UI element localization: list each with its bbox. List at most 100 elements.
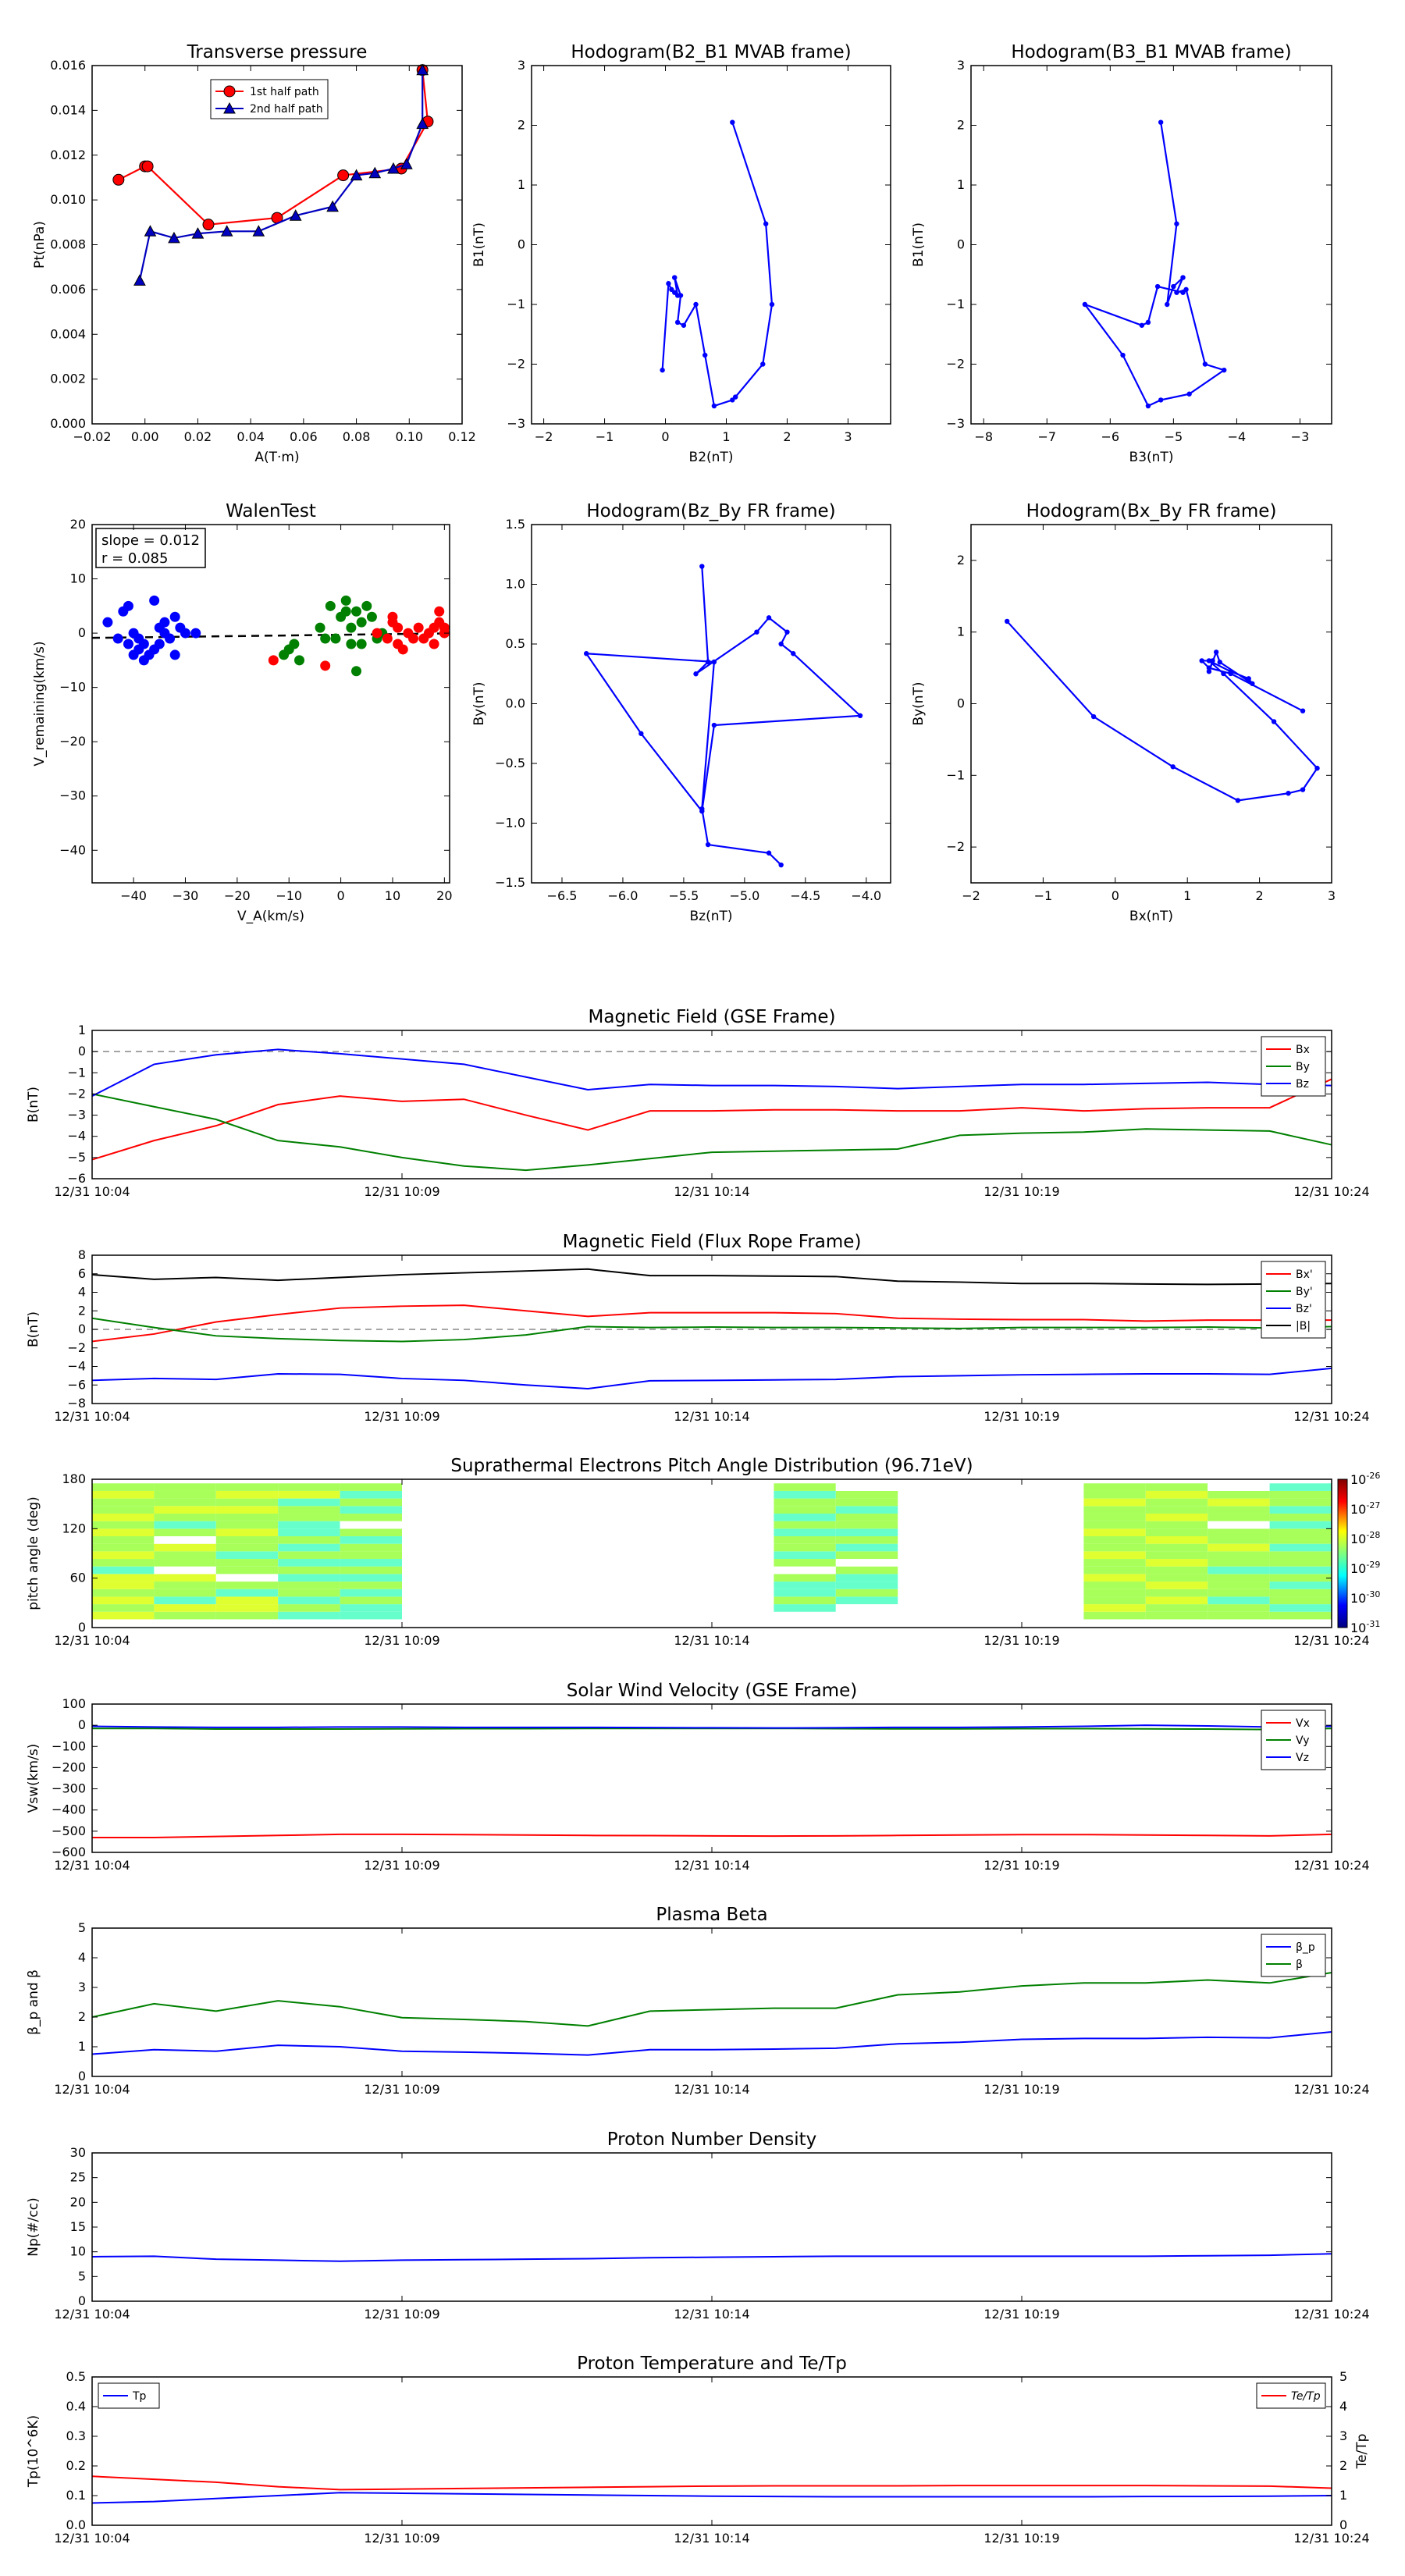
heatmap-cell	[1145, 1574, 1208, 1582]
heatmap-cell	[1208, 1559, 1270, 1567]
heatmap-cell	[1145, 1536, 1208, 1544]
series-line-|B|	[91, 1268, 1332, 1286]
y-tick-label: 1	[78, 1023, 86, 1037]
legend: Bx' By' Bz' |B|	[1261, 1261, 1326, 1339]
scatter-point-late	[393, 622, 404, 633]
legend: β_p β	[1261, 1934, 1326, 1977]
x-tick-label: 12/31 10:19	[984, 1633, 1059, 1648]
x-axis-label: B3(nT)	[1129, 450, 1174, 465]
legend-label: |B|	[1296, 1320, 1311, 1332]
heatmap-cell	[154, 1521, 216, 1529]
x-tick-label: 3	[844, 429, 852, 444]
heatmap-cell	[154, 1483, 216, 1491]
x-tick-label: 12/31 10:09	[364, 2531, 439, 2546]
heatmap-cell	[92, 1490, 155, 1499]
heatmap-cell	[835, 1490, 898, 1499]
y-tick-label: 0.1	[66, 2488, 86, 2503]
data-point	[711, 403, 717, 409]
heatmap-cell	[835, 1589, 898, 1597]
y-tick-label: −6	[67, 1377, 86, 1392]
heatmap-cell	[774, 1604, 836, 1612]
data-point	[416, 63, 429, 76]
x-tick-label: 3	[1328, 888, 1336, 903]
y-axis-label: B1(nT)	[911, 222, 927, 267]
chart-title: Proton Number Density	[607, 2129, 817, 2150]
y-tick-label: 60	[70, 1571, 86, 1585]
data-point	[1202, 361, 1208, 367]
heatmap-cell	[278, 1498, 340, 1507]
x-tick-label: −2	[535, 429, 553, 444]
y-tick-label: −8	[67, 1396, 86, 1411]
colorbar-exponent: -30	[1366, 1589, 1380, 1599]
heatmap-cell	[1145, 1611, 1208, 1620]
heatmap-cell	[215, 1498, 279, 1507]
scatter-point-middle	[356, 617, 367, 628]
heatmap-cell	[774, 1490, 836, 1499]
x-tick-label: −10	[276, 888, 302, 903]
x-tick-label: −0.02	[73, 429, 111, 444]
heatmap-cell	[774, 1521, 836, 1529]
heatmap-cell	[835, 1611, 898, 1620]
heatmap-cell	[1208, 1521, 1270, 1529]
x-tick-label: 0	[1112, 888, 1119, 903]
heatmap-cell	[215, 1513, 279, 1521]
y2-tick-label: 2	[1339, 2458, 1347, 2473]
y-tick-label: 0	[78, 1717, 86, 1732]
series-line-Bx	[91, 1078, 1332, 1161]
data-point	[778, 641, 784, 647]
scatter-point-middle	[289, 639, 300, 649]
heatmap-cell	[340, 1521, 402, 1529]
data-point	[705, 659, 711, 665]
chart-mag-fr: Bx' By' Bz' |B| −8 −6 −4 −2 0 2 4 6 8 12/31 10:04 12/3…	[26, 1232, 1370, 1424]
heatmap-cell	[1145, 1566, 1208, 1574]
heatmap-cell	[1269, 1566, 1332, 1574]
data-point	[1180, 290, 1186, 295]
x-tick-label: −4	[1228, 429, 1247, 444]
y-tick-label: −2	[67, 1086, 86, 1101]
data-point	[1090, 713, 1097, 720]
heatmap-cell	[215, 1528, 279, 1537]
y-tick-label: −3	[946, 416, 965, 431]
heatmap-cell	[835, 1536, 898, 1544]
y-axis-label: B1(nT)	[471, 222, 487, 267]
y2-tick-label: 3	[1339, 2428, 1347, 2443]
heatmap-cell	[835, 1566, 898, 1574]
heatmap-cell	[835, 1582, 898, 1589]
y-tick-label: −200	[52, 1759, 86, 1774]
fit-line	[91, 632, 450, 639]
y-tick-label: 3	[518, 58, 525, 73]
y-tick-label: −5	[67, 1150, 86, 1165]
x-tick-label: 12/31 10:19	[984, 1409, 1059, 1424]
y-axis-label: β_p and β	[26, 1969, 41, 2035]
series-line-B2_B1	[661, 122, 774, 407]
heatmap-cell	[774, 1574, 836, 1582]
x-axis-label: Bz(nT)	[689, 909, 732, 924]
y-tick-label: 0.0	[506, 696, 525, 711]
colorbar-tick-label: 10-30	[1350, 1589, 1380, 1606]
data-point	[337, 169, 350, 182]
data-point	[1174, 290, 1179, 295]
legend-left: Tp Te/Tp	[98, 2382, 1326, 2409]
y-tick-label: 0.2	[66, 2458, 86, 2473]
data-point	[583, 651, 589, 656]
heatmap-cell	[92, 1536, 155, 1544]
y-tick-label: 15	[70, 2219, 86, 2234]
heatmap-cell	[1083, 1559, 1146, 1567]
x-tick-label: 12/31 10:19	[984, 1184, 1059, 1199]
y-axis-label: pitch angle (deg)	[26, 1496, 41, 1610]
y-tick-label: −3	[67, 1108, 86, 1123]
x-tick-label: 2	[1256, 888, 1264, 903]
data-point	[1314, 765, 1320, 771]
heatmap-cell	[1269, 1498, 1332, 1507]
y-tick-label: −600	[52, 1845, 86, 1859]
y-tick-label: −4	[67, 1359, 86, 1374]
heatmap-cell	[92, 1543, 155, 1552]
series-line-Bx_By	[1006, 621, 1318, 802]
legend-label: 1st half path	[250, 86, 319, 98]
data-point	[638, 731, 644, 736]
heatmap-cell	[1208, 1536, 1270, 1544]
heatmap-cell	[774, 1582, 836, 1589]
data-point	[1180, 275, 1186, 280]
data-point	[769, 301, 775, 308]
x-tick-label: 0.00	[131, 429, 159, 444]
